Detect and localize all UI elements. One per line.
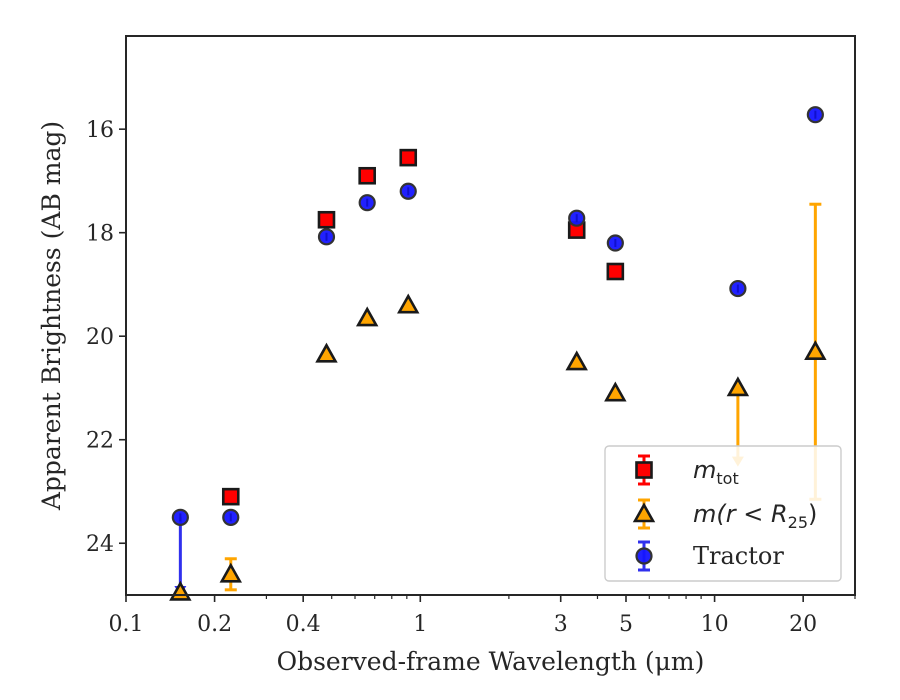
data-markers <box>169 106 827 601</box>
y-tick-label: 24 <box>86 532 114 557</box>
circle-marker <box>635 547 653 565</box>
triangle-marker <box>726 376 750 397</box>
plot-frame <box>125 35 856 596</box>
legend-label: Tractor <box>693 542 784 570</box>
square-marker <box>221 487 240 506</box>
x-tick-label: 0.1 <box>109 612 144 637</box>
triangle-marker <box>355 306 379 327</box>
triangle-marker <box>397 293 420 314</box>
x-tick-label: 1 <box>413 612 427 637</box>
y-tick-label: 22 <box>86 429 114 454</box>
square-marker <box>399 148 418 167</box>
axis-ticks: 0.1 0.2 0.4 1 3 5 10 20 16 18 20 22 24 <box>86 118 856 637</box>
triangle-marker <box>169 580 192 601</box>
y-tick-label: 18 <box>86 222 114 247</box>
x-axis-label: Observed-frame Wavelength (μm) <box>277 647 705 676</box>
x-tick-label: 3 <box>554 612 568 637</box>
square-marker <box>606 262 625 281</box>
x-axis-label-group: Observed-frame Wavelength (μm) <box>277 647 705 676</box>
square-marker <box>358 166 376 185</box>
triangle-marker <box>315 342 338 363</box>
legend-label: mtot <box>693 456 739 488</box>
triangle-marker <box>804 340 827 361</box>
legend-box <box>604 445 842 582</box>
axes-box <box>125 35 856 596</box>
y-tick-label: 20 <box>86 325 114 350</box>
square-marker <box>635 461 653 479</box>
legend-label: m(r < R25) <box>693 500 817 532</box>
x-tick-label: 20 <box>789 612 817 637</box>
x-tick-label: 0.4 <box>286 612 321 637</box>
x-tick-label: 10 <box>701 612 729 637</box>
legend: mtot m(r < R25) Tractor <box>604 445 842 582</box>
triangle-marker <box>565 350 588 371</box>
y-tick-label: 16 <box>86 118 114 143</box>
x-tick-label: 5 <box>619 612 633 637</box>
triangle-marker <box>632 502 656 523</box>
square-marker <box>317 210 336 229</box>
triangle-marker <box>219 562 242 583</box>
x-tick-label: 0.2 <box>197 612 232 637</box>
y-axis-label: Apparent Brightness (AB mag) <box>37 121 66 511</box>
y-axis-label-group: Apparent Brightness (AB mag) <box>37 121 66 511</box>
triangle-marker <box>604 381 627 402</box>
